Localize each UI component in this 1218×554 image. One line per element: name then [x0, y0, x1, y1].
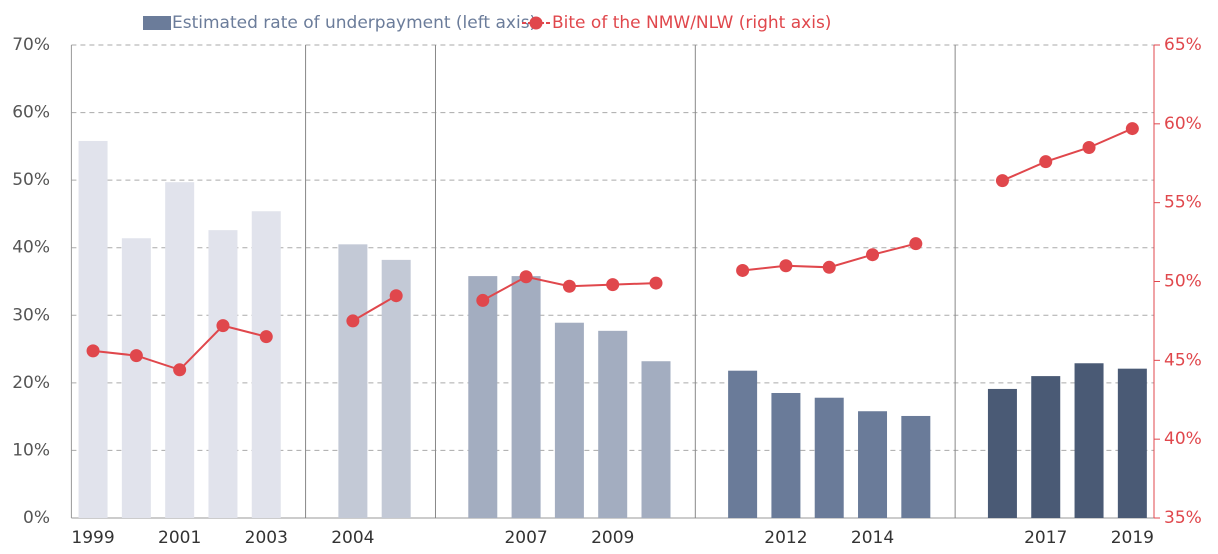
- line-point: [779, 259, 793, 273]
- bar: [381, 259, 411, 518]
- x-tick-label: 2004: [331, 528, 374, 548]
- line-point: [86, 344, 100, 358]
- bar: [78, 140, 108, 519]
- y-tick-label: 60%: [12, 103, 50, 123]
- y-tick-label: 20%: [12, 373, 50, 393]
- x-tick-label: 2007: [504, 528, 547, 548]
- legend-label: Bite of the NMW/NLW (right axis): [552, 13, 831, 33]
- line-point: [995, 174, 1009, 188]
- y2-tick-label: 35%: [1164, 508, 1202, 528]
- bar: [987, 388, 1017, 518]
- bar: [1031, 376, 1061, 518]
- y-tick-label: 70%: [12, 35, 50, 55]
- line-point: [519, 270, 533, 284]
- line-point: [129, 349, 143, 363]
- bar: [338, 244, 368, 519]
- y2-tick-label: 65%: [1164, 35, 1202, 55]
- legend-label: Estimated rate of underpayment (left axi…: [172, 13, 536, 33]
- x-tick-label: 2003: [245, 528, 288, 548]
- bar: [1117, 368, 1147, 518]
- line-point: [822, 260, 836, 274]
- x-tick-label: 2017: [1024, 528, 1067, 548]
- x-tick-label: 2014: [851, 528, 894, 548]
- bar: [554, 322, 584, 518]
- line-point: [1082, 140, 1096, 154]
- line-point: [476, 293, 490, 307]
- y2-tick-label: 60%: [1164, 114, 1202, 134]
- bar: [511, 276, 541, 518]
- y-tick-label: 10%: [12, 440, 50, 460]
- bar: [1074, 363, 1104, 518]
- bar: [121, 238, 151, 519]
- x-tick-label: 2001: [158, 528, 201, 548]
- x-tick-label: 2009: [591, 528, 634, 548]
- y2-tick-label: 55%: [1164, 193, 1202, 213]
- bar: [814, 397, 844, 518]
- line-point: [1125, 122, 1139, 136]
- line-point: [216, 319, 230, 333]
- bar: [165, 182, 195, 519]
- y2-tick-label: 40%: [1164, 429, 1202, 449]
- bar: [858, 411, 888, 518]
- line-point: [259, 330, 273, 344]
- y2-tick-label: 45%: [1164, 350, 1202, 370]
- y-tick-label: 30%: [12, 305, 50, 325]
- y-tick-label: 40%: [12, 238, 50, 258]
- line-point: [866, 248, 880, 262]
- line-point: [736, 263, 750, 277]
- bar: [641, 361, 671, 518]
- line-point: [649, 276, 663, 290]
- line-point: [173, 363, 187, 377]
- y-tick-label: 50%: [12, 170, 50, 190]
- y-tick-label: 0%: [23, 508, 50, 528]
- line-point: [562, 279, 576, 293]
- line-point: [1039, 155, 1053, 169]
- bar: [771, 392, 801, 518]
- bar: [728, 370, 758, 518]
- bar: [208, 230, 238, 518]
- bar: [901, 415, 931, 518]
- line-point: [389, 289, 403, 303]
- legend-swatch: [529, 16, 543, 30]
- legend-swatch: [143, 16, 171, 30]
- line-point: [346, 314, 360, 328]
- bar: [251, 211, 281, 518]
- x-tick-label: 1999: [71, 528, 114, 548]
- x-tick-label: 2012: [764, 528, 807, 548]
- bar: [598, 330, 628, 518]
- y2-tick-label: 50%: [1164, 272, 1202, 292]
- line-point: [606, 278, 620, 292]
- line-point: [909, 237, 923, 251]
- bar: [468, 276, 498, 518]
- x-tick-label: 2019: [1111, 528, 1154, 548]
